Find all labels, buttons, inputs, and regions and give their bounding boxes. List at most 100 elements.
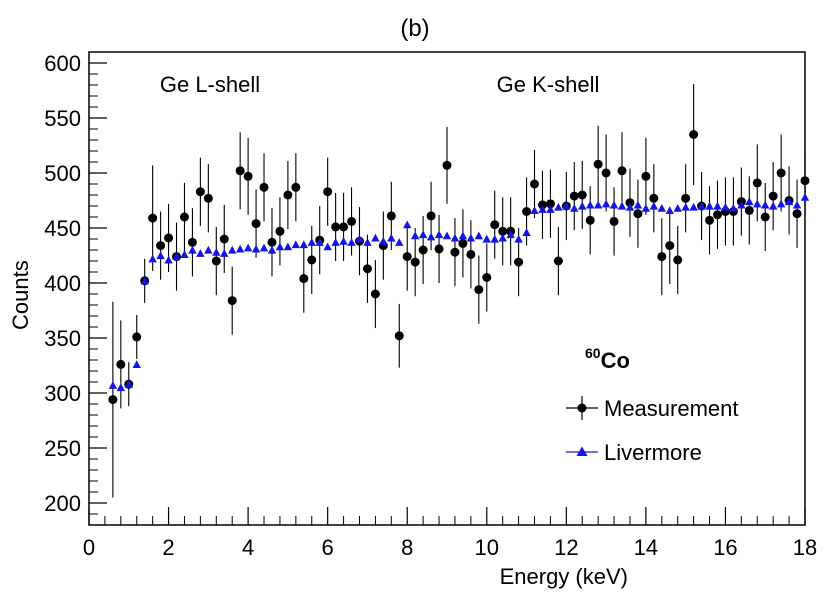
measurement-point	[291, 182, 301, 192]
livermore-point	[800, 193, 810, 201]
livermore-point	[562, 201, 571, 210]
livermore-point	[434, 230, 444, 239]
livermore-point	[713, 201, 722, 210]
measurement-point	[649, 193, 659, 203]
livermore-point	[784, 197, 794, 206]
livermore-point	[570, 204, 579, 212]
livermore-point	[212, 248, 221, 256]
measurement-point	[402, 252, 412, 262]
measurement-point	[752, 178, 762, 188]
legend-measurement-marker	[577, 403, 587, 413]
livermore-point	[737, 200, 746, 209]
livermore-point	[498, 233, 507, 242]
livermore-point	[761, 200, 770, 209]
x-tick-label: 0	[83, 535, 95, 560]
livermore-point	[482, 234, 491, 243]
livermore-point	[355, 234, 364, 243]
livermore-point	[363, 238, 372, 246]
livermore-point	[689, 202, 698, 211]
measurement-point	[251, 219, 261, 229]
measurement-point	[410, 257, 420, 267]
measurement-point	[712, 210, 722, 220]
livermore-point	[649, 201, 659, 210]
measurement-point	[514, 257, 524, 267]
livermore-point	[641, 204, 651, 212]
measurement-point	[156, 241, 166, 251]
livermore-point	[721, 202, 730, 211]
measurement-point	[394, 331, 404, 341]
measurement-point	[259, 182, 269, 192]
measurement-point	[577, 190, 587, 200]
livermore-point	[220, 249, 229, 257]
livermore-point	[729, 204, 738, 212]
legend-measurement-label: Measurement	[604, 396, 739, 421]
livermore-point	[418, 230, 428, 239]
measurement-point	[219, 234, 229, 244]
y-axis: 200 250 300 350 400 450 500 550 600	[44, 51, 107, 516]
livermore-point	[776, 199, 786, 208]
livermore-point	[474, 231, 484, 240]
measurement-point	[418, 245, 428, 255]
measurement-point	[553, 256, 563, 266]
measurement-point	[227, 296, 237, 306]
measurement-point	[498, 226, 508, 236]
x-axis-title: Energy (keV)	[500, 564, 628, 589]
measurement-point	[593, 159, 603, 169]
measurement-point	[689, 130, 699, 139]
measurement-point	[792, 209, 802, 219]
measurement-point	[458, 238, 468, 248]
x-tick-label: 10	[475, 535, 499, 560]
measurement-point	[474, 285, 484, 295]
livermore-point	[633, 200, 643, 209]
livermore-point	[331, 238, 340, 246]
x-tick-label: 4	[242, 535, 254, 560]
y-tick-label: 400	[44, 271, 81, 296]
measurement-point	[530, 179, 540, 189]
livermore-point	[530, 206, 539, 214]
measurement-point	[299, 274, 309, 284]
livermore-point	[705, 201, 714, 210]
livermore-point	[132, 360, 141, 368]
measurement-point	[601, 168, 611, 178]
livermore-point	[601, 199, 611, 208]
livermore-point	[379, 237, 388, 245]
series-livermore	[108, 193, 810, 392]
x-tick-label: 18	[793, 535, 817, 560]
measurement-point	[179, 212, 189, 222]
measurement-point	[482, 273, 492, 282]
measurement-point	[617, 166, 627, 176]
livermore-point	[681, 202, 690, 211]
livermore-point	[753, 199, 762, 208]
measurement-point	[283, 190, 293, 200]
measurement-point	[243, 171, 253, 181]
livermore-point	[275, 242, 285, 251]
annotation-ge-k-shell: Ge K-shell	[497, 72, 600, 97]
legend-title: 60Co	[585, 345, 630, 373]
measurement-point	[760, 212, 770, 222]
series-measurement	[108, 83, 810, 498]
livermore-point	[450, 233, 460, 242]
livermore-point	[466, 233, 476, 242]
measurement-point	[434, 244, 444, 254]
legend-title-text: Co	[601, 348, 630, 373]
livermore-point	[522, 228, 531, 236]
series-layer	[108, 83, 810, 498]
livermore-point	[697, 201, 706, 210]
measurement-point	[116, 359, 126, 369]
livermore-point	[188, 245, 197, 254]
measurement-point	[386, 211, 396, 221]
livermore-point	[593, 200, 603, 209]
livermore-point	[458, 231, 468, 240]
livermore-point	[410, 231, 420, 240]
livermore-point	[124, 380, 133, 388]
measurement-point	[347, 216, 357, 226]
y-tick-label: 300	[44, 381, 81, 406]
y-tick-label: 250	[44, 436, 81, 461]
livermore-point	[586, 200, 595, 209]
measurement-point	[426, 211, 436, 221]
measurement-point	[625, 198, 635, 208]
livermore-point	[554, 202, 563, 211]
measurement-point	[307, 255, 317, 265]
annotation-ge-l-shell: Ge L-shell	[160, 72, 260, 97]
livermore-point	[538, 205, 547, 213]
